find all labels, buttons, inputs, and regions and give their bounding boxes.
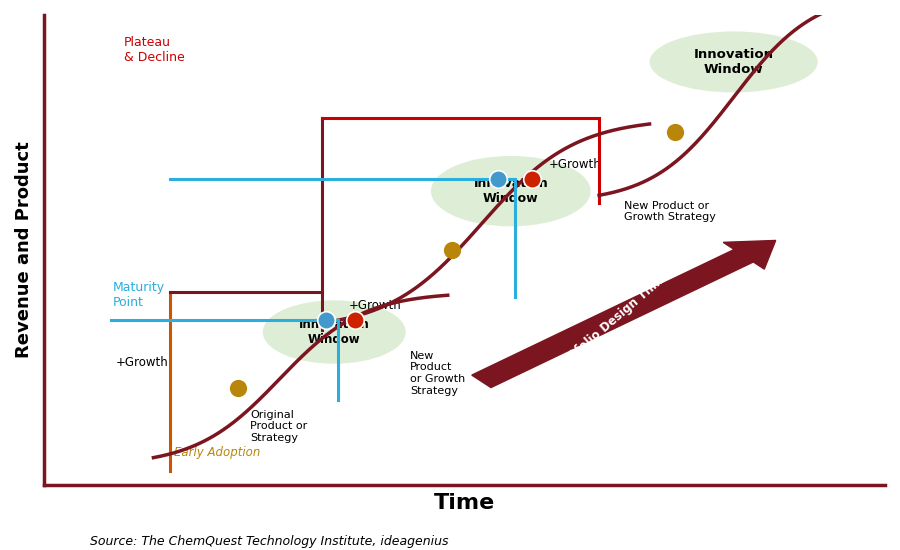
Text: +Growth: +Growth <box>348 299 401 312</box>
Point <box>668 128 682 137</box>
Text: Source: The ChemQuest Technology Institute, ideagenius: Source: The ChemQuest Technology Institu… <box>90 535 448 547</box>
Text: +Growth: +Growth <box>115 356 168 369</box>
Point <box>445 245 459 254</box>
Point <box>319 316 333 324</box>
Text: +Growth: +Growth <box>549 158 601 171</box>
Point <box>348 316 363 324</box>
Text: Maturity
Point: Maturity Point <box>113 280 166 309</box>
Text: Original
Product or
Strategy: Original Product or Strategy <box>250 410 308 443</box>
Text: New
Product
or Growth
Strategy: New Product or Growth Strategy <box>410 351 465 395</box>
Ellipse shape <box>431 156 590 227</box>
Point <box>525 175 539 184</box>
Ellipse shape <box>263 300 406 364</box>
Point <box>491 175 506 184</box>
Text: Innovation
Window: Innovation Window <box>694 48 774 76</box>
Text: Portfolio Design Thinking: Portfolio Design Thinking <box>552 256 688 375</box>
Ellipse shape <box>650 31 818 92</box>
Y-axis label: Revenue and Product: Revenue and Product <box>15 141 33 358</box>
Point <box>230 384 245 393</box>
Text: New Product or
Growth Strategy: New Product or Growth Strategy <box>625 201 716 222</box>
Text: Innovation
Window: Innovation Window <box>473 177 548 205</box>
FancyArrow shape <box>472 240 776 388</box>
Text: Innovation
Window: Innovation Window <box>299 318 370 346</box>
Text: Plateau
& Decline: Plateau & Decline <box>124 36 184 64</box>
X-axis label: Time: Time <box>434 493 495 513</box>
Text: Early Adoption: Early Adoption <box>175 446 261 459</box>
